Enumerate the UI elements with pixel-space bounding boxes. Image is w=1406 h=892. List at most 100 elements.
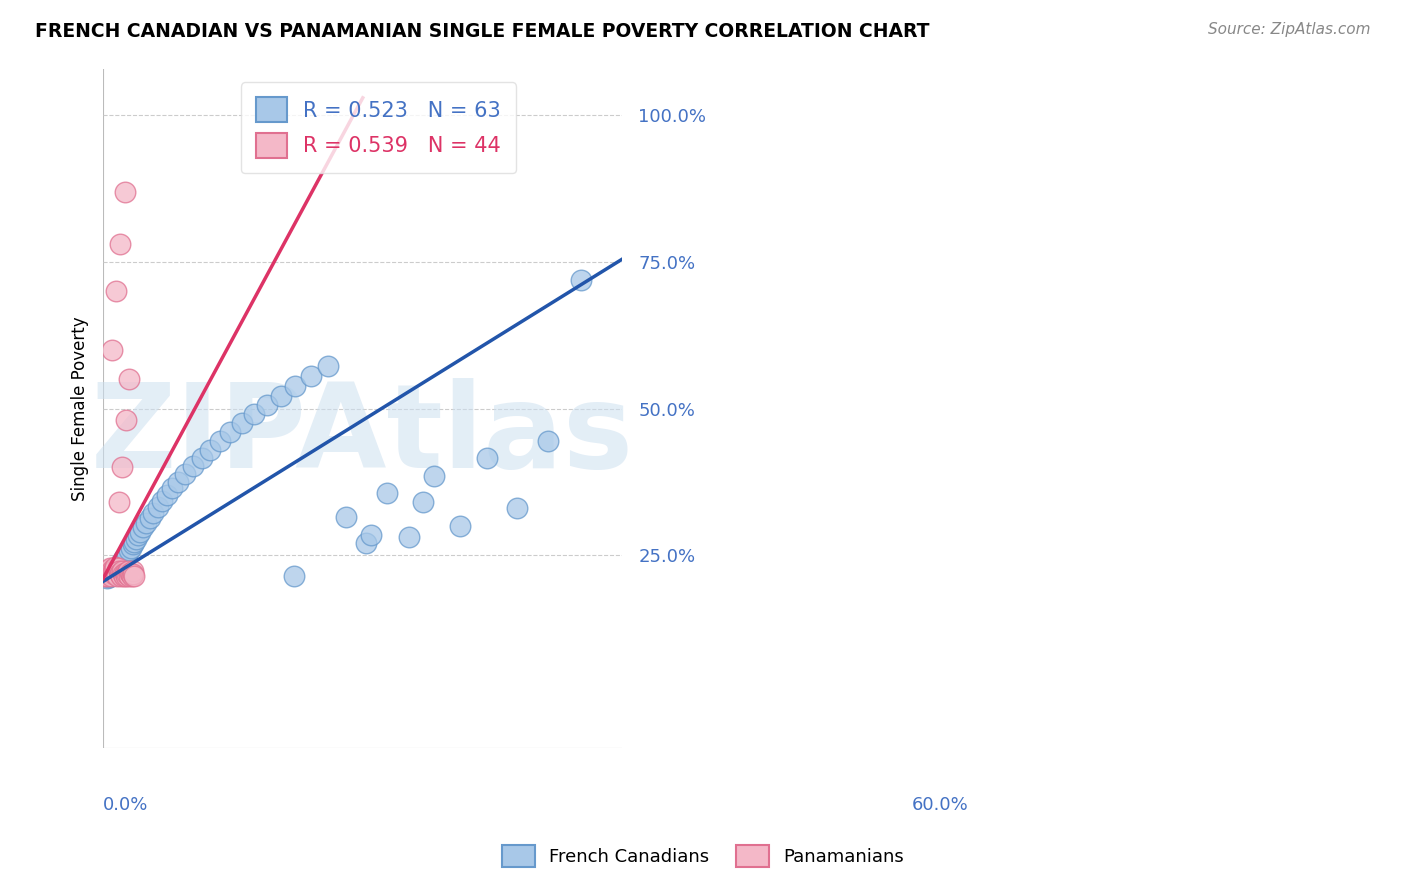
- Point: [118, 566, 141, 580]
- Point: [94, 568, 117, 582]
- Point: [93, 568, 115, 582]
- Point: [107, 565, 129, 579]
- Point: [114, 413, 136, 427]
- Point: [162, 481, 184, 495]
- Point: [114, 549, 136, 564]
- Point: [94, 566, 117, 580]
- Text: Source: ZipAtlas.com: Source: ZipAtlas.com: [1208, 22, 1371, 37]
- Point: [120, 541, 142, 555]
- Point: [97, 563, 120, 577]
- Point: [105, 568, 128, 582]
- Point: [101, 565, 124, 579]
- Point: [360, 527, 382, 541]
- Point: [256, 398, 278, 412]
- Point: [506, 501, 529, 516]
- Legend: French Canadians, Panamanians: French Canadians, Panamanians: [495, 838, 911, 874]
- Point: [121, 568, 143, 582]
- Point: [398, 531, 420, 545]
- Point: [219, 425, 242, 439]
- Point: [111, 565, 134, 579]
- Point: [200, 442, 222, 457]
- Point: [98, 570, 121, 584]
- Point: [103, 563, 125, 577]
- Point: [104, 561, 127, 575]
- Point: [117, 566, 139, 581]
- Point: [375, 486, 398, 500]
- Point: [110, 557, 132, 571]
- Point: [115, 568, 138, 582]
- Point: [150, 494, 173, 508]
- Point: [569, 272, 592, 286]
- Point: [114, 566, 136, 581]
- Point: [98, 561, 121, 575]
- Point: [117, 547, 139, 561]
- Point: [96, 568, 118, 582]
- Point: [208, 434, 231, 448]
- Point: [111, 460, 134, 475]
- Point: [107, 495, 129, 509]
- Point: [167, 475, 190, 489]
- Point: [110, 568, 132, 582]
- Point: [117, 565, 139, 579]
- Point: [316, 359, 339, 374]
- Point: [118, 372, 141, 386]
- Point: [107, 561, 129, 575]
- Point: [103, 563, 125, 577]
- Point: [142, 506, 165, 520]
- Point: [118, 543, 141, 558]
- Point: [132, 520, 155, 534]
- Point: [100, 568, 122, 582]
- Text: ZIPAtlas: ZIPAtlas: [91, 378, 634, 493]
- Point: [98, 566, 121, 580]
- Point: [101, 565, 124, 579]
- Point: [111, 554, 134, 568]
- Y-axis label: Single Female Poverty: Single Female Poverty: [72, 316, 89, 500]
- Point: [94, 566, 117, 581]
- Point: [112, 551, 135, 566]
- Point: [120, 566, 142, 581]
- Point: [105, 565, 128, 579]
- Point: [98, 566, 121, 580]
- Point: [422, 469, 444, 483]
- Point: [97, 566, 120, 581]
- Point: [96, 572, 118, 586]
- Point: [101, 563, 124, 577]
- Point: [283, 568, 305, 582]
- Point: [112, 566, 135, 581]
- Point: [108, 566, 131, 580]
- Point: [129, 524, 152, 539]
- Point: [121, 565, 143, 579]
- Point: [104, 559, 127, 574]
- Point: [299, 369, 322, 384]
- Point: [449, 518, 471, 533]
- Point: [110, 237, 132, 252]
- Point: [412, 495, 434, 509]
- Point: [108, 561, 131, 575]
- Point: [105, 566, 128, 581]
- Point: [156, 488, 179, 502]
- Point: [335, 510, 357, 524]
- Point: [139, 510, 162, 524]
- Point: [103, 566, 125, 581]
- Point: [124, 535, 146, 549]
- Point: [112, 568, 135, 582]
- Point: [125, 532, 148, 546]
- Point: [124, 568, 146, 582]
- Point: [537, 434, 560, 448]
- Point: [107, 563, 129, 577]
- Point: [122, 566, 145, 581]
- Point: [114, 185, 136, 199]
- Point: [114, 566, 136, 580]
- Point: [231, 416, 253, 430]
- Point: [284, 379, 307, 393]
- Text: FRENCH CANADIAN VS PANAMANIAN SINGLE FEMALE POVERTY CORRELATION CHART: FRENCH CANADIAN VS PANAMANIAN SINGLE FEM…: [35, 22, 929, 41]
- Text: 0.0%: 0.0%: [103, 796, 149, 814]
- Point: [107, 558, 129, 573]
- Point: [105, 559, 128, 574]
- Point: [146, 500, 169, 514]
- Point: [242, 408, 264, 422]
- Point: [354, 536, 377, 550]
- Point: [103, 566, 125, 580]
- Point: [96, 565, 118, 579]
- Text: 60.0%: 60.0%: [912, 796, 969, 814]
